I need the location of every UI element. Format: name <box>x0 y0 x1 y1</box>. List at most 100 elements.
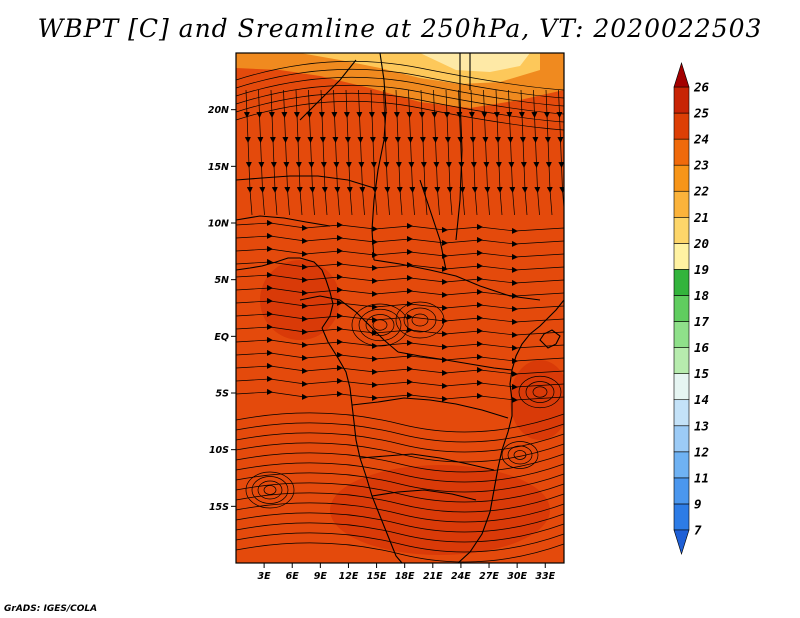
streamline <box>236 422 564 443</box>
streamline <box>381 89 391 216</box>
colorbar-segment <box>673 425 690 453</box>
streamline <box>236 472 564 493</box>
colorbar-label: 25 <box>693 106 710 121</box>
streamline <box>236 60 564 91</box>
colorbar-segment <box>673 112 690 140</box>
colorbar-label: 16 <box>694 340 710 355</box>
colorbar-max-extend <box>673 61 690 88</box>
colorbar-label: 24 <box>693 132 709 147</box>
colorbar-label: 7 <box>694 523 702 538</box>
streamline <box>506 89 516 216</box>
streamline <box>306 89 316 216</box>
colorbar: 7 9 11 12 13 14 15 16 17 18 19 20 21 22 23 24 25 26 <box>673 61 710 556</box>
field-patch <box>420 53 530 72</box>
streamline <box>293 89 303 216</box>
footer-credit: GrADS: IGES/COLA <box>4 604 98 614</box>
colorbar-label: 26 <box>693 80 710 95</box>
colorbar-label: 9 <box>694 496 702 511</box>
colorbar-label: 22 <box>693 184 709 199</box>
streamline <box>331 89 341 216</box>
colorbar-segment <box>673 451 690 479</box>
colorbar-segment <box>673 295 690 322</box>
y-tick-label: 5S <box>216 389 230 400</box>
streamline <box>456 89 466 216</box>
y-tick-label: 15S <box>209 502 229 513</box>
streamline <box>368 89 378 216</box>
colorbar-label: 13 <box>694 418 709 433</box>
y-tick-label: 20N <box>208 105 229 116</box>
x-tick-label: 15E <box>367 571 387 582</box>
streamline <box>418 89 428 216</box>
colorbar-label: 11 <box>694 470 709 485</box>
colorbar-label: 12 <box>694 444 709 459</box>
streamline <box>236 412 564 433</box>
streamline <box>236 532 564 553</box>
streamline <box>236 68 564 99</box>
streamline <box>356 89 366 216</box>
streamline <box>468 89 478 216</box>
x-tick-label: 9E <box>314 571 328 582</box>
x-tick-label: 3E <box>258 571 272 582</box>
latitude-axis: 20N 15N 10N 5N EQ 5S 10S 15S <box>208 105 236 513</box>
streamline <box>518 89 528 216</box>
streamline <box>236 310 564 325</box>
x-tick-label: 30E <box>507 571 527 582</box>
streamline <box>493 89 503 216</box>
streamline <box>236 245 564 260</box>
streamline <box>236 442 564 463</box>
colorbar-label: 18 <box>694 288 709 303</box>
vortex-ring <box>351 303 409 347</box>
streamline <box>281 89 291 216</box>
streamline <box>236 349 564 364</box>
vortex-ring <box>518 375 562 409</box>
longitude-axis: 3E 6E 9E 12E 15E 18E 21E 24E 27E 30E 33E <box>258 563 556 582</box>
streamline <box>543 89 553 216</box>
streamline <box>236 336 564 351</box>
colorbar-segment <box>673 86 690 114</box>
vortex-ring <box>372 319 388 331</box>
vortex-ring <box>257 480 283 500</box>
streamline <box>236 323 564 338</box>
x-tick-label: 6E <box>286 571 300 582</box>
colorbar-segment <box>673 347 690 374</box>
y-tick-label: 10N <box>208 219 229 230</box>
vortex-ring <box>251 476 289 504</box>
colorbar-label: 23 <box>693 158 709 173</box>
streamline <box>343 89 353 216</box>
colorbar-label: 17 <box>694 314 710 329</box>
colorbar-segment <box>673 503 690 531</box>
streamline <box>236 542 564 563</box>
streamline <box>318 89 328 216</box>
streamline <box>236 512 564 533</box>
vortex-ring <box>245 471 295 509</box>
vortex-ring <box>365 314 395 336</box>
colorbar-min-extend <box>673 529 690 556</box>
vortex-ring <box>532 386 548 398</box>
streamline <box>236 502 564 523</box>
x-tick-label: 12E <box>339 571 359 582</box>
colorbar-segment <box>673 243 690 270</box>
streamline <box>406 89 416 216</box>
streamline <box>393 89 403 216</box>
field-patch <box>330 465 550 555</box>
streamline <box>236 452 564 473</box>
streamline <box>236 297 564 312</box>
streamline <box>236 388 564 403</box>
streamline <box>236 84 564 115</box>
y-tick-label: 5N <box>214 275 229 286</box>
streamline <box>556 89 564 214</box>
vortex-ring <box>501 441 539 469</box>
vortex-ring <box>507 445 533 465</box>
streamline <box>236 232 564 247</box>
streamlines <box>236 60 564 563</box>
vortex-ring <box>403 307 437 333</box>
colorbar-segment <box>673 399 690 427</box>
y-tick-label: 15N <box>208 162 229 173</box>
vortex-ring <box>395 301 445 339</box>
colorbar-segment <box>673 477 690 505</box>
streamline <box>236 258 564 273</box>
streamline <box>236 482 564 503</box>
colorbar-segment <box>673 190 690 218</box>
streamline <box>443 89 453 216</box>
